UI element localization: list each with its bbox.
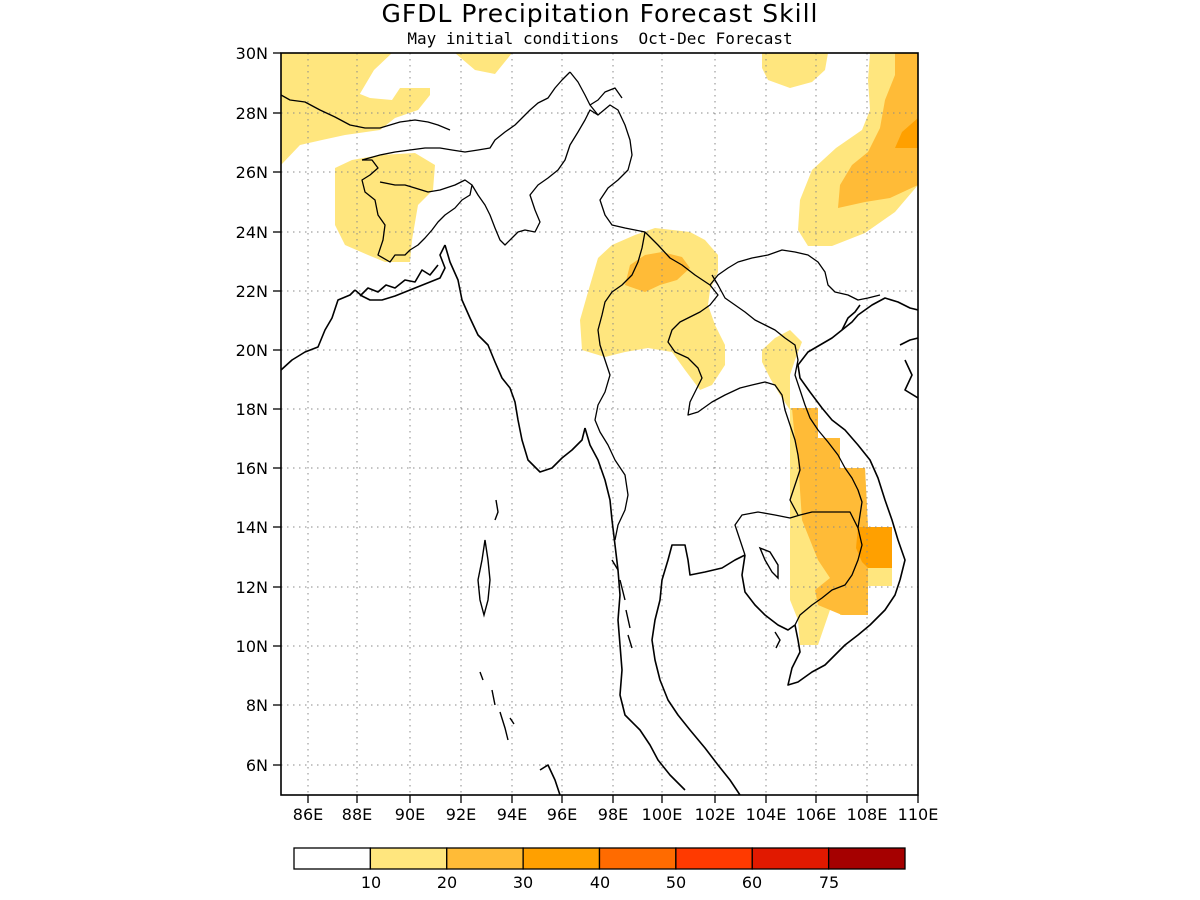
lat-label: 14N [236,518,268,537]
colorbar-label: 30 [513,873,533,892]
colorbar-label: 10 [361,873,381,892]
border-india-china [361,71,571,161]
lat-label: 24N [236,223,268,242]
lat-label: 6N [246,756,268,775]
tonle-sap-lake [758,546,779,580]
coast-peninsula-east [651,544,746,795]
colorbar-box [675,847,753,870]
shade-himalaya-north [281,53,512,165]
lon-label: 90E [395,805,425,824]
colorbar-label: 40 [590,873,610,892]
lon-label: 92E [446,805,476,824]
colorbar-box [598,847,677,870]
coast-cambodia [741,554,796,631]
coast-vietnam [797,297,918,581]
border-laos-vietnam [711,274,863,529]
border-nepal-india [281,94,451,131]
lon-label: 102E [695,805,736,824]
lat-label: 22N [236,282,268,301]
lon-label: 98E [598,805,628,824]
colorbar: 10 20 30 40 50 60 75 [293,847,906,892]
lat-label: 8N [246,696,268,715]
colorbar-box [446,847,524,870]
lon-label: 106E [796,805,837,824]
shade-south-china-inner [895,118,918,148]
delta-islands [359,264,439,297]
colorbar-box [827,847,906,870]
lon-label: 94E [497,805,527,824]
lat-label: 18N [236,400,268,419]
lat-label: 12N [236,578,268,597]
lat-label: 20N [236,341,268,360]
colorbar-box [522,847,601,870]
coast-malay-east [539,764,561,795]
shade-vietnam-core [856,527,892,568]
shade-yunnan-core [625,252,690,292]
lat-label: 28N [236,104,268,123]
lat-labels: 30N 28N 26N 24N 22N 20N 18N 16N 14N 12N … [236,44,268,775]
coast-peninsula-west [584,427,686,791]
colorbar-box [751,847,830,870]
coast-leizhou-south [904,359,918,399]
nicobar-islands [479,671,515,741]
coast-india-east [281,289,356,371]
lon-label: 100E [642,805,683,824]
lat-label: 30N [236,44,268,63]
border-laos-china [709,249,881,301]
border-thailand-laos [644,231,801,516]
border-myanmar-india [471,109,599,246]
coast-tonkin [841,304,861,331]
map-frame [280,52,919,796]
andaman-islands-small [494,499,499,521]
colorbar-boxes [293,847,906,870]
lon-labels: 86E 88E 90E 92E 94E 96E 98E 100E 102E 10… [293,805,939,824]
andaman-islands [477,539,491,618]
lat-label: 10N [236,637,268,656]
border-india-bangladesh [361,159,473,263]
shade-top-patch [762,53,828,88]
lon-label: 96E [547,805,577,824]
colorbar-box [369,847,448,870]
colorbar-labels: 10 20 30 40 50 60 75 [361,873,839,892]
border-china-north [589,87,623,106]
figure-subtitle: May initial conditions Oct-Dec Forecast [407,29,792,48]
phu-quoc-island [774,631,781,649]
colorbar-label: 60 [742,873,762,892]
colorbar-box [293,847,372,870]
coast-ganges-delta [354,244,446,301]
coastlines [281,71,918,795]
mergui-archipelago [611,559,633,649]
figure-title: GFDL Precipitation Forecast Skill [381,0,818,28]
map-panel: 30N 28N 26N 24N 22N 20N 18N 16N 14N 12N … [236,44,939,824]
axis-ticks [273,52,919,803]
coast-mekong-delta [787,579,901,686]
lon-label: 104E [746,805,787,824]
colorbar-label: 20 [437,873,457,892]
coast-leizhou [899,337,918,346]
coast-myanmar [444,244,586,473]
border-myanmar-thailand [594,231,646,541]
lon-label: 110E [898,805,939,824]
colorbar-label: 75 [819,873,839,892]
lat-label: 16N [236,459,268,478]
lat-label: 26N [236,163,268,182]
shade-south-china-core [838,53,918,208]
lon-label: 88E [342,805,372,824]
lon-label: 86E [293,805,323,824]
lon-label: 108E [847,805,888,824]
border-cambodia [734,511,863,626]
colorbar-label: 50 [666,873,686,892]
